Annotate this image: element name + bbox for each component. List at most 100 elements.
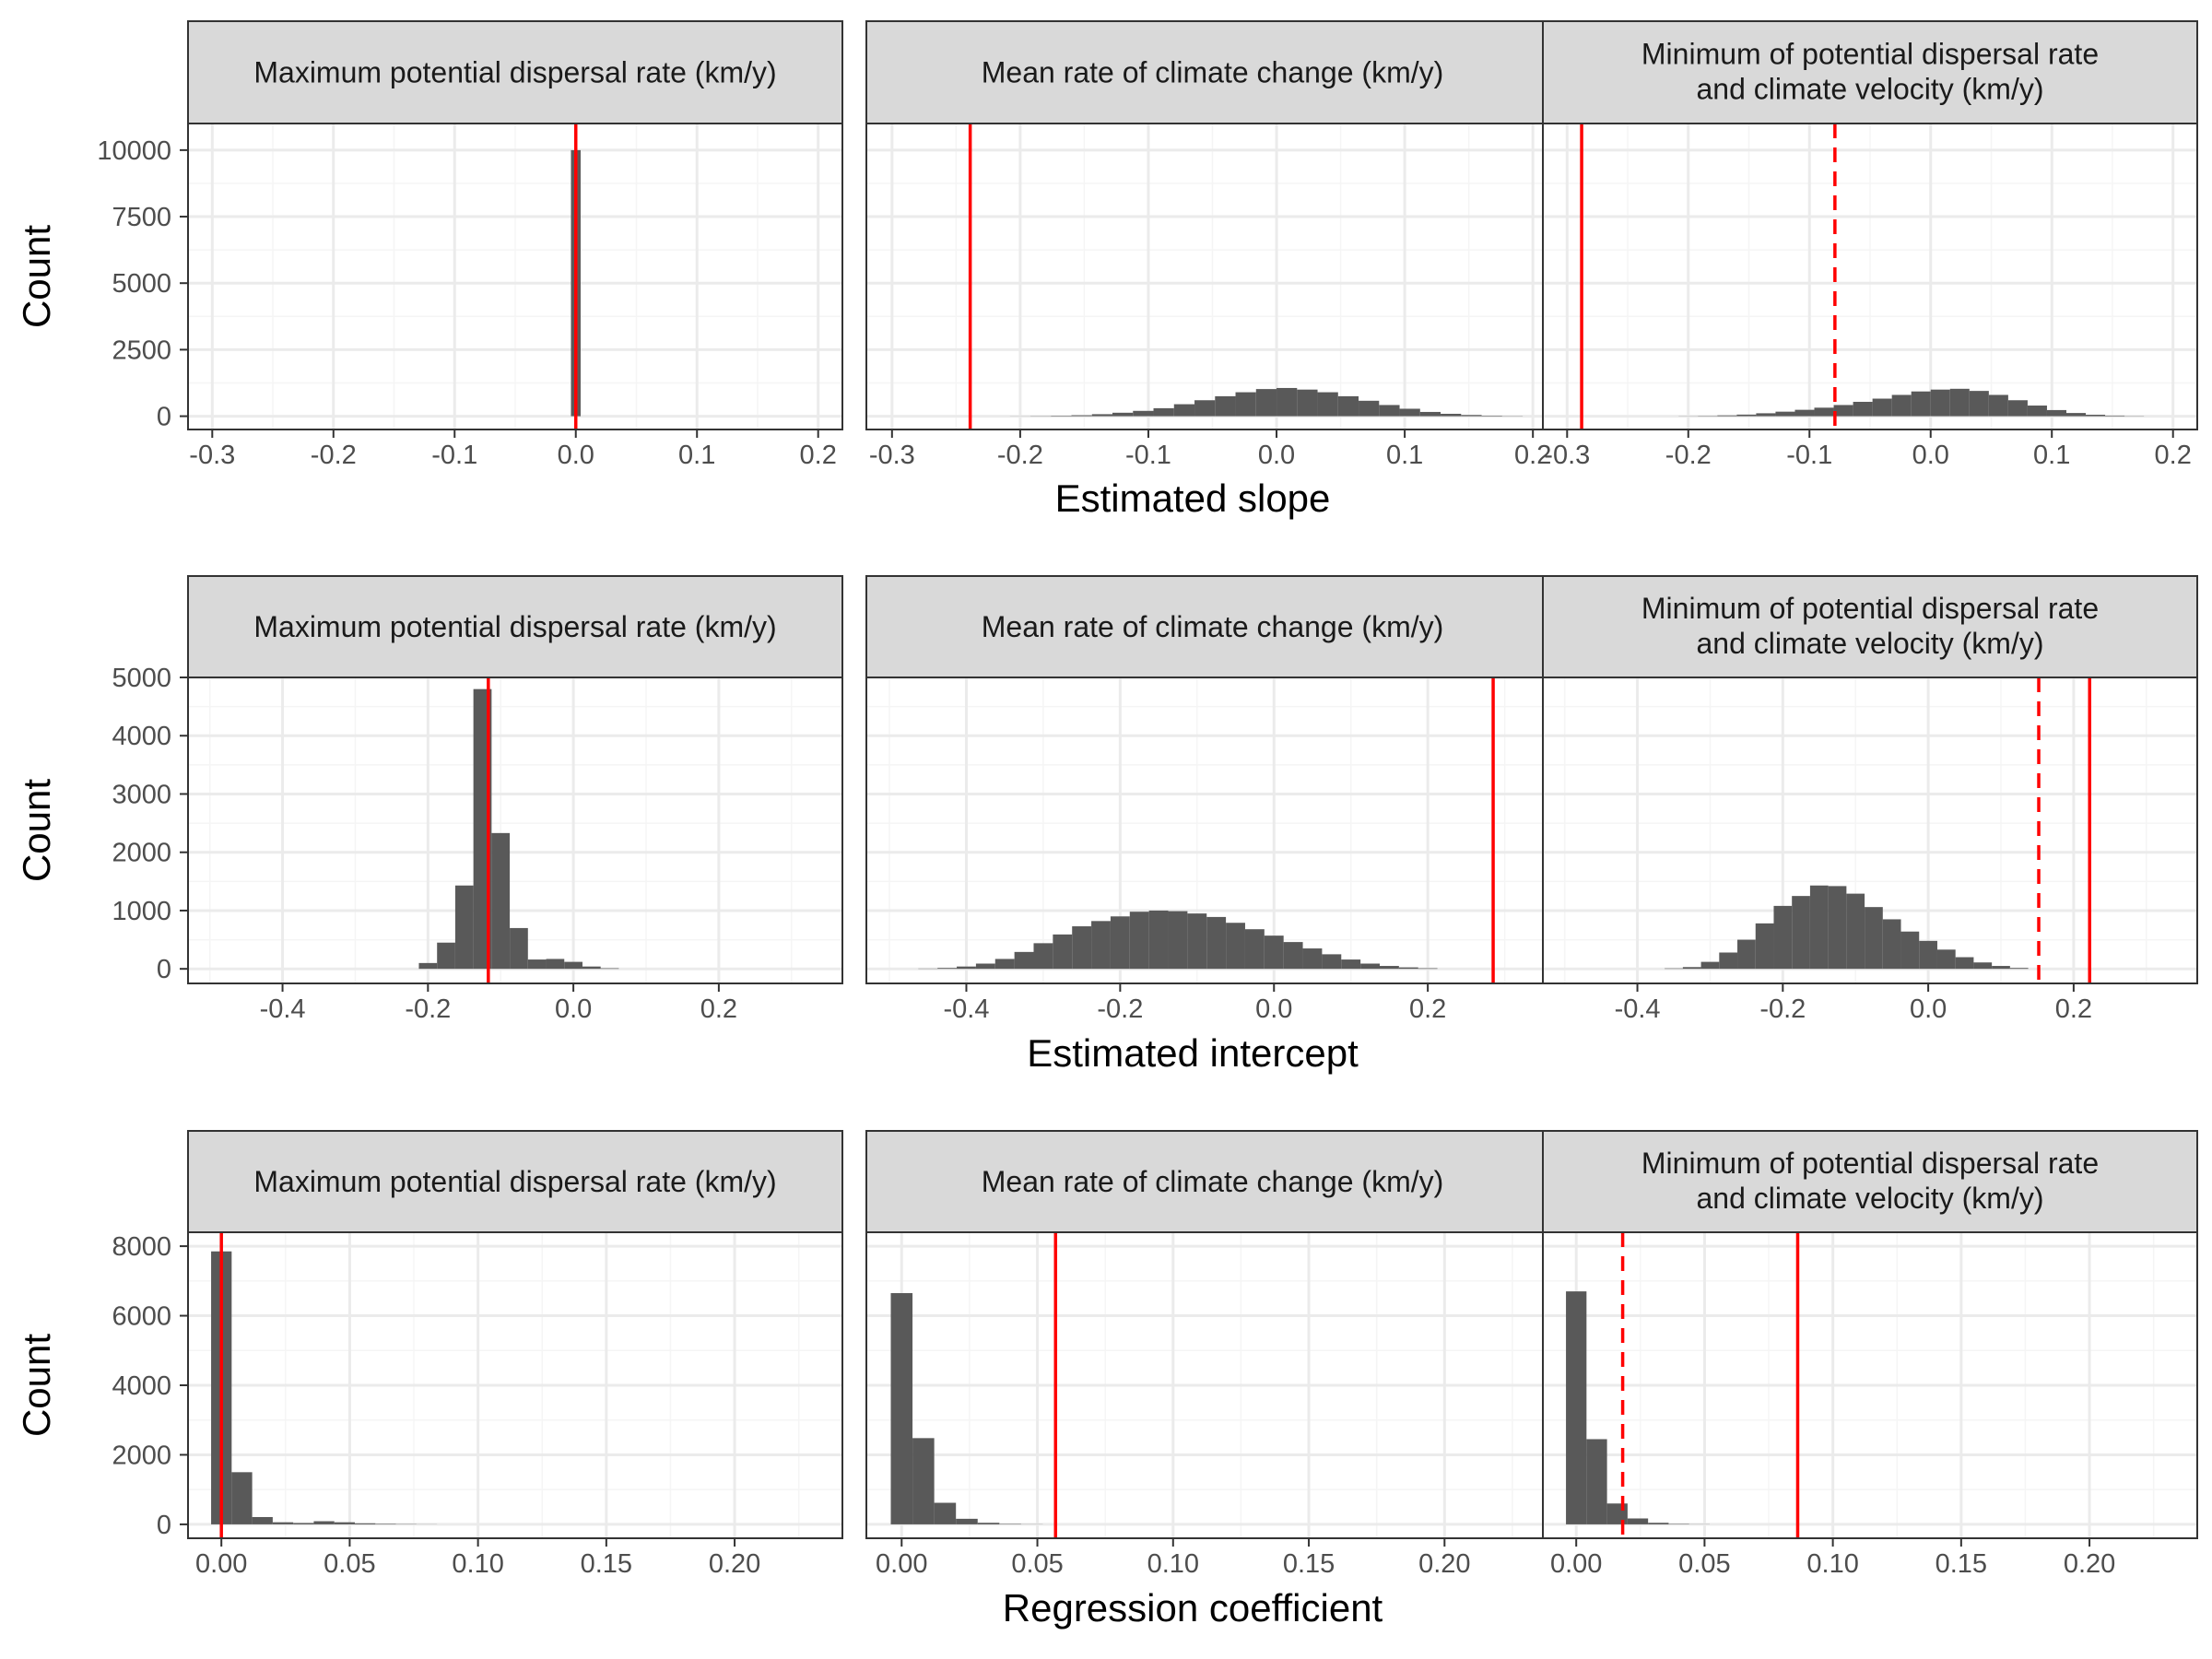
x-tick-label: -0.1 (1786, 441, 1832, 470)
histogram-bar (1949, 388, 1970, 417)
histogram-bar (1337, 395, 1359, 417)
x-tick-label: -0.2 (311, 441, 357, 470)
histogram-bar (1359, 400, 1380, 417)
histogram-bar (313, 1521, 335, 1524)
x-tick-label: 0.0 (558, 441, 594, 470)
histogram-bar (1398, 967, 1418, 970)
histogram-bar (564, 961, 582, 970)
facet-title: Mean rate of climate change (km/y) (982, 56, 1444, 89)
histogram-bar (1322, 954, 1342, 970)
y-tick-label: 0 (157, 955, 171, 984)
histogram-bar (934, 1502, 957, 1524)
y-tick-label: 7500 (112, 203, 171, 232)
y-tick-label: 0 (157, 403, 171, 432)
histogram-bar (2066, 413, 2087, 417)
histogram-bar (1919, 940, 1937, 970)
y-tick-label: 2000 (112, 839, 171, 868)
histogram-bar (1206, 916, 1227, 970)
histogram-bar (1441, 413, 1462, 417)
y-tick-label: 0 (157, 1511, 171, 1540)
histogram-bar (1566, 1291, 1587, 1524)
y-tick-label: 2000 (112, 1441, 171, 1470)
histogram-bar (1419, 411, 1441, 417)
histogram-bar (1072, 926, 1092, 970)
histogram-bar (1865, 907, 1883, 970)
histogram-bar (1226, 923, 1245, 970)
facet-title-line2: and climate velocity (km/y) (1697, 627, 2044, 660)
histogram-bar (1853, 401, 1873, 417)
x-tick-label: 0.10 (1806, 1549, 1858, 1579)
x-tick-label: 0.0 (555, 994, 592, 1024)
histogram-bar (1872, 398, 1892, 417)
x-tick-label: 0.20 (2064, 1549, 2115, 1579)
histogram-bar (1418, 968, 1438, 970)
histogram-bar (994, 959, 1015, 970)
facet-strip (865, 575, 1559, 678)
x-tick-label: 0.15 (581, 1549, 632, 1579)
x-tick-label: -0.4 (1615, 994, 1661, 1024)
histogram-bar (1627, 1518, 1649, 1524)
y-tick-label: 2500 (112, 335, 171, 365)
histogram-bar (1053, 934, 1073, 970)
histogram-bar (1755, 923, 1774, 970)
x-tick-label: 0.2 (2155, 441, 2192, 470)
x-tick-label: 0.05 (324, 1549, 375, 1579)
x-tick-label: 0.00 (876, 1549, 927, 1579)
x-tick-label: 0.10 (1147, 1549, 1199, 1579)
histogram-bar (890, 1293, 913, 1524)
histogram-bar (912, 1438, 935, 1524)
y-tick-label: 4000 (112, 722, 171, 751)
histogram-bar (1828, 886, 1847, 970)
x-tick-label: 0.15 (1936, 1549, 1987, 1579)
histogram-bar (1717, 415, 1737, 417)
histogram-bar (1379, 966, 1399, 970)
histogram-bar (1833, 405, 1853, 417)
facet-title-line1: Minimum of potential dispersal rate (1641, 1147, 2099, 1180)
histogram-bar (1911, 391, 1931, 417)
facet-title: Maximum potential dispersal rate (km/y) (253, 610, 776, 643)
histogram-bar (1173, 404, 1195, 417)
histogram-bar (454, 885, 474, 970)
y-tick-label: 1000 (112, 897, 171, 926)
x-tick-label: 0.1 (2033, 441, 2070, 470)
histogram-bar (1302, 948, 1323, 970)
y-axis-title: Count (15, 1334, 58, 1437)
histogram-bar (1936, 949, 1956, 970)
x-tick-label: 0.00 (195, 1549, 247, 1579)
histogram-bar (527, 959, 547, 970)
histogram-bar (1775, 411, 1795, 417)
histogram-bar (293, 1523, 314, 1524)
histogram-bar (1187, 913, 1207, 970)
facet-strip (187, 20, 843, 124)
x-tick-label: 0.2 (700, 994, 737, 1024)
histogram-bar (1360, 963, 1380, 970)
histogram-bar (1244, 929, 1265, 970)
y-tick-label: 5000 (112, 664, 171, 693)
histogram-bar (1846, 893, 1865, 970)
x-tick-label: 0.2 (1409, 994, 1446, 1024)
facet-strip (865, 20, 1559, 124)
histogram-bar (1277, 387, 1298, 417)
histogram-bar (272, 1522, 294, 1524)
histogram-bar (1809, 885, 1829, 970)
histogram-bar (1700, 961, 1720, 970)
facet-title: Maximum potential dispersal rate (km/y) (253, 56, 776, 89)
histogram-bar (1665, 968, 1683, 970)
x-tick-label: 0.2 (2055, 994, 2092, 1024)
x-tick-label: -0.2 (997, 441, 1043, 470)
facet-title: Mean rate of climate change (km/y) (982, 610, 1444, 643)
histogram-bar (1773, 905, 1793, 970)
histogram-bar (1168, 911, 1188, 970)
histogram-bar (1969, 391, 1989, 417)
x-tick-label: 0.05 (1011, 1549, 1063, 1579)
histogram-bar (1756, 413, 1776, 417)
y-tick-label: 3000 (112, 780, 171, 809)
histogram-bar (1091, 921, 1111, 970)
x-axis-title: Estimated slope (1055, 477, 1331, 520)
histogram-bar (957, 966, 976, 970)
x-tick-label: 0.1 (1386, 441, 1423, 470)
histogram-bar (1882, 919, 1901, 970)
histogram-bar (1461, 415, 1482, 417)
facet-title: Maximum potential dispersal rate (km/y) (253, 1165, 776, 1198)
